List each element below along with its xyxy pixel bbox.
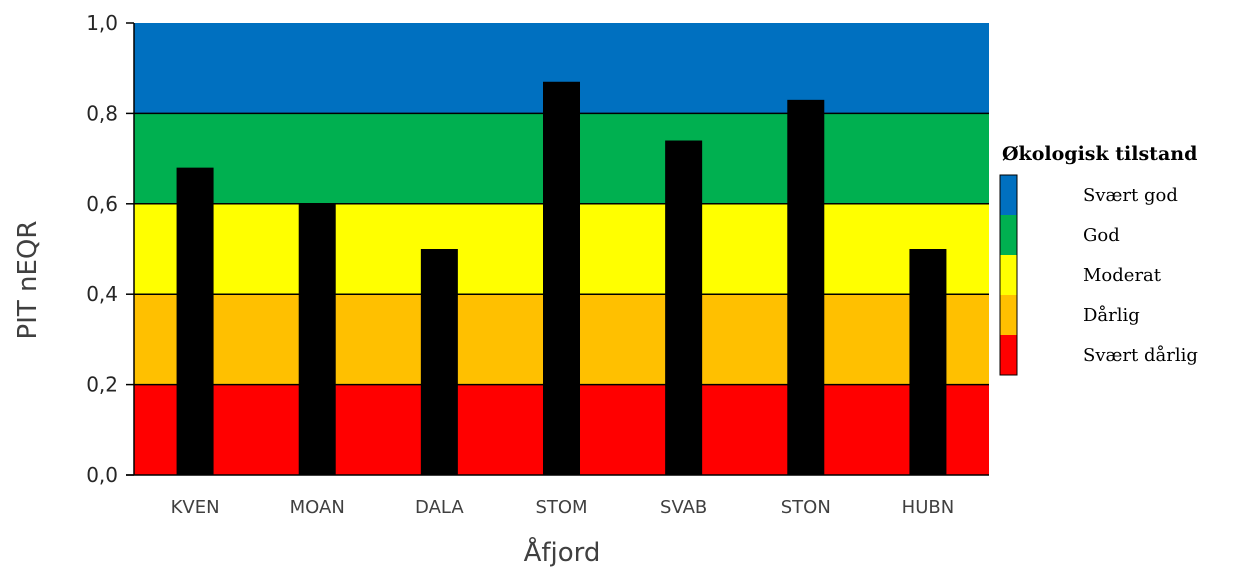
legend-label: God bbox=[1083, 225, 1120, 246]
legend-swatch bbox=[1000, 255, 1017, 295]
x-tick-label: SVAB bbox=[660, 497, 707, 518]
y-tick-label: 0,0 bbox=[86, 463, 118, 487]
bars bbox=[176, 81, 947, 476]
x-tick-labels: KVEN MOAN DALA STOM SVAB STON HUBN bbox=[171, 497, 955, 518]
y-tick-label: 0,8 bbox=[86, 101, 118, 125]
legend-label: Svært dårlig bbox=[1083, 344, 1198, 366]
legend-swatch bbox=[1000, 295, 1017, 335]
bar-stom bbox=[543, 81, 580, 475]
bar-kven bbox=[176, 167, 214, 475]
legend-swatch-border bbox=[999, 174, 1018, 376]
x-tick-label: KVEN bbox=[171, 497, 220, 518]
legend-swatch bbox=[1000, 215, 1017, 255]
bar-dala bbox=[420, 249, 458, 475]
legend-swatch bbox=[1000, 175, 1017, 215]
y-tick-label: 0,4 bbox=[86, 282, 118, 306]
legend-items: Svært god God Moderat Dårlig Svært dårlig bbox=[999, 174, 1198, 376]
x-tick-label: STOM bbox=[535, 497, 587, 518]
x-tick-label: STON bbox=[781, 497, 831, 518]
y-tick-label: 0,2 bbox=[86, 373, 118, 397]
legend-title: Økologisk tilstand bbox=[1002, 143, 1197, 165]
y-tick-labels: 0,0 0,2 0,4 0,6 0,8 1,0 bbox=[86, 11, 118, 487]
bar-svab bbox=[665, 140, 703, 475]
bar-hubn bbox=[909, 249, 947, 475]
legend-swatch bbox=[1000, 335, 1017, 375]
axes bbox=[126, 22, 989, 476]
x-tick-label: DALA bbox=[415, 497, 464, 518]
legend: Økologisk tilstand Svært god God Moderat Då… bbox=[999, 143, 1198, 376]
legend-label: Svært god bbox=[1083, 185, 1178, 206]
bar-ston bbox=[787, 99, 825, 475]
y-tick-label: 1,0 bbox=[86, 11, 118, 35]
y-axis-title: PIT nEQR bbox=[13, 221, 43, 340]
y-tick-label: 0,6 bbox=[86, 192, 118, 216]
x-tick-label: HUBN bbox=[902, 497, 955, 518]
x-tick-label: MOAN bbox=[290, 497, 345, 518]
legend-label: Dårlig bbox=[1083, 304, 1140, 326]
x-axis-title: Åfjord bbox=[524, 536, 601, 568]
bar-moan bbox=[298, 203, 336, 476]
legend-label: Moderat bbox=[1083, 265, 1162, 286]
